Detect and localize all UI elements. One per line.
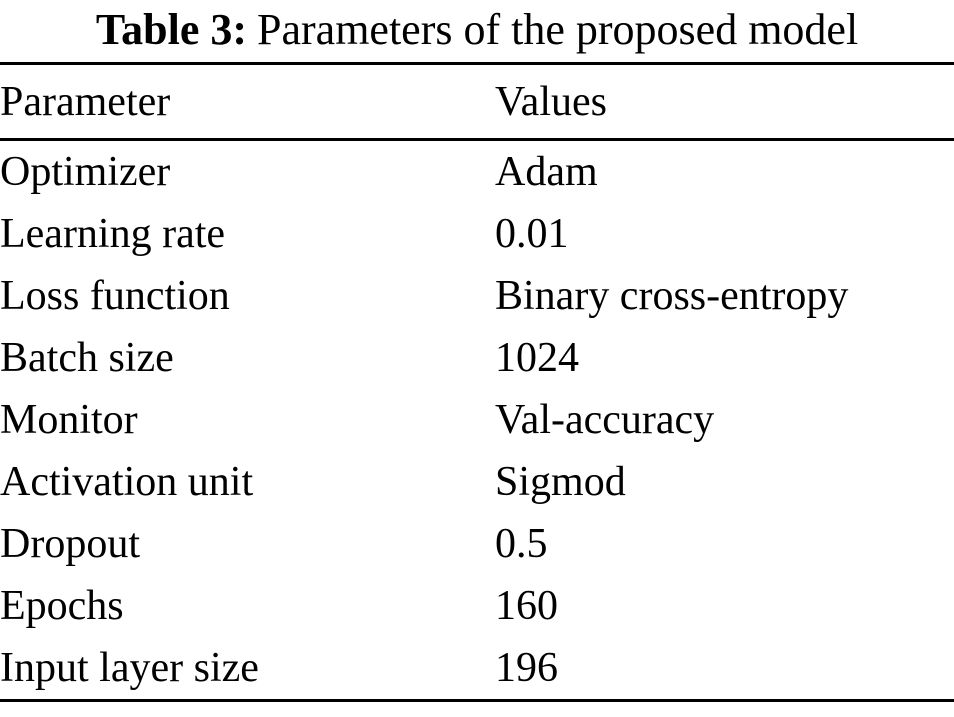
parameters-table: Parameter Values Optimizer Adam Learning… [0,62,954,702]
parameter-cell: Batch size [0,335,174,381]
table-row: Learning rate 0.01 [0,203,954,265]
table-row: Epochs 160 [0,575,954,637]
table-row: Optimizer Adam [0,140,954,204]
table-caption: Table 3: Parameters of the proposed model [0,0,954,62]
parameter-cell: Monitor [0,397,138,443]
value-cell: Sigmod [495,459,626,505]
parameter-cell: Optimizer [0,149,171,195]
value-cell: 0.01 [495,211,569,257]
table-row: Loss function Binary cross-entropy [0,265,954,327]
table-row: Monitor Val-accuracy [0,389,954,451]
table-caption-label: Table 3: [95,5,248,54]
table-row: Input layer size 196 [0,637,954,701]
value-cell: Binary cross-entropy [495,273,849,319]
value-cell: Adam [495,149,598,195]
parameter-cell: Dropout [0,521,140,567]
parameter-cell: Input layer size [0,645,259,691]
value-cell: 1024 [495,335,579,381]
column-header-parameter: Parameter [0,63,495,141]
parameter-cell: Activation unit [0,459,254,505]
table-caption-text: Parameters of the proposed model [257,5,859,54]
parameter-cell: Epochs [0,583,124,629]
column-header-values: Values [495,63,954,141]
parameter-cell: Loss function [0,273,230,319]
table-row: Activation unit Sigmod [0,451,954,513]
value-cell: Val-accuracy [495,397,715,443]
table-row: Dropout 0.5 [0,513,954,575]
value-cell: 0.5 [495,521,548,567]
value-cell: 160 [495,583,558,629]
header-row: Parameter Values [0,63,954,141]
table-row: Batch size 1024 [0,327,954,389]
value-cell: 196 [495,645,558,691]
parameter-cell: Learning rate [0,211,226,257]
